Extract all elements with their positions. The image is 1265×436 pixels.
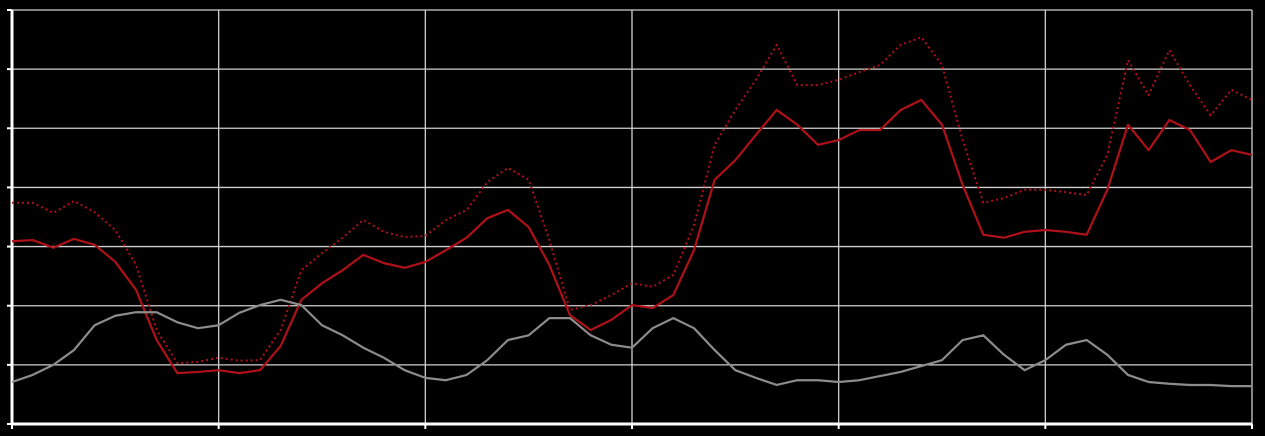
series-line xyxy=(11,98,1253,375)
series-line xyxy=(11,298,1252,388)
series-line xyxy=(12,36,1253,365)
